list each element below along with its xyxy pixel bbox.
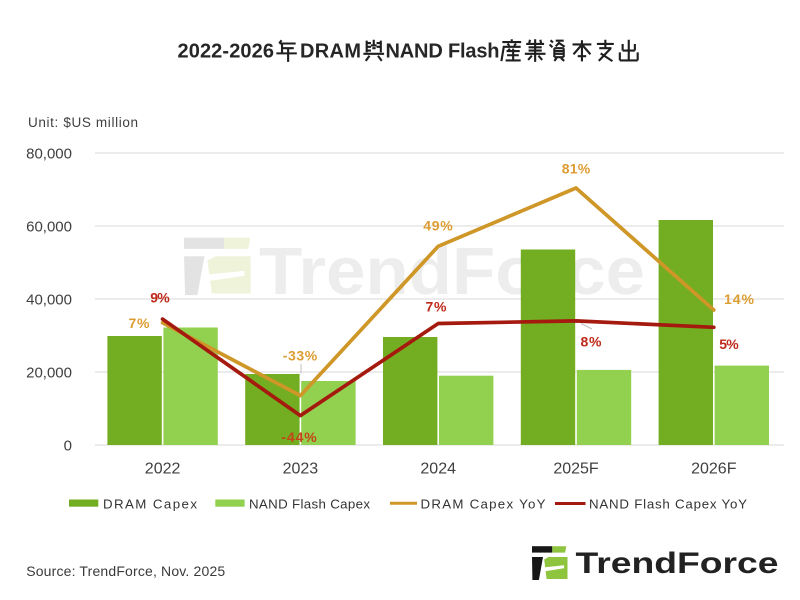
svg-text:TrendForce: TrendForce [259, 234, 645, 309]
svg-text:9%: 9% [150, 290, 170, 306]
svg-text:81%: 81% [562, 161, 591, 177]
svg-text:2022-2026: 2022-2026 [178, 41, 275, 63]
svg-text:NAND Flash: NAND Flash [386, 41, 500, 63]
svg-text:2023: 2023 [283, 461, 319, 478]
svg-text:14%: 14% [724, 291, 755, 307]
svg-text:5%: 5% [719, 336, 739, 352]
svg-text:DRAM Capex YoY: DRAM Capex YoY [421, 497, 546, 512]
svg-text:2026F: 2026F [691, 461, 737, 478]
svg-text:60,000: 60,000 [26, 219, 72, 236]
svg-text:40,000: 40,000 [26, 292, 72, 309]
svg-text:-44%: -44% [281, 429, 317, 445]
svg-text:NAND Flash Capex YoY: NAND Flash Capex YoY [589, 497, 747, 512]
svg-text:2022: 2022 [145, 461, 181, 478]
svg-text:Unit: $US million: Unit: $US million [28, 115, 138, 130]
svg-text:DRAM: DRAM [300, 41, 361, 63]
svg-text:-33%: -33% [283, 348, 318, 364]
svg-text:DRAM Capex: DRAM Capex [103, 497, 197, 512]
svg-text:2025F: 2025F [553, 461, 599, 478]
svg-text:80,000: 80,000 [26, 146, 72, 163]
svg-text:NAND Flash Capex: NAND Flash Capex [249, 497, 370, 512]
svg-text:7%: 7% [426, 299, 448, 315]
svg-text:Source: TrendForce, Nov. 2025: Source: TrendForce, Nov. 2025 [26, 563, 225, 579]
svg-text:TrendForce: TrendForce [576, 547, 779, 580]
svg-text:0: 0 [64, 438, 72, 455]
svg-text:20,000: 20,000 [26, 365, 72, 382]
svg-text:8%: 8% [581, 334, 603, 350]
svg-text:2024: 2024 [420, 461, 456, 478]
svg-text:7%: 7% [129, 315, 151, 331]
svg-text:49%: 49% [423, 218, 453, 234]
